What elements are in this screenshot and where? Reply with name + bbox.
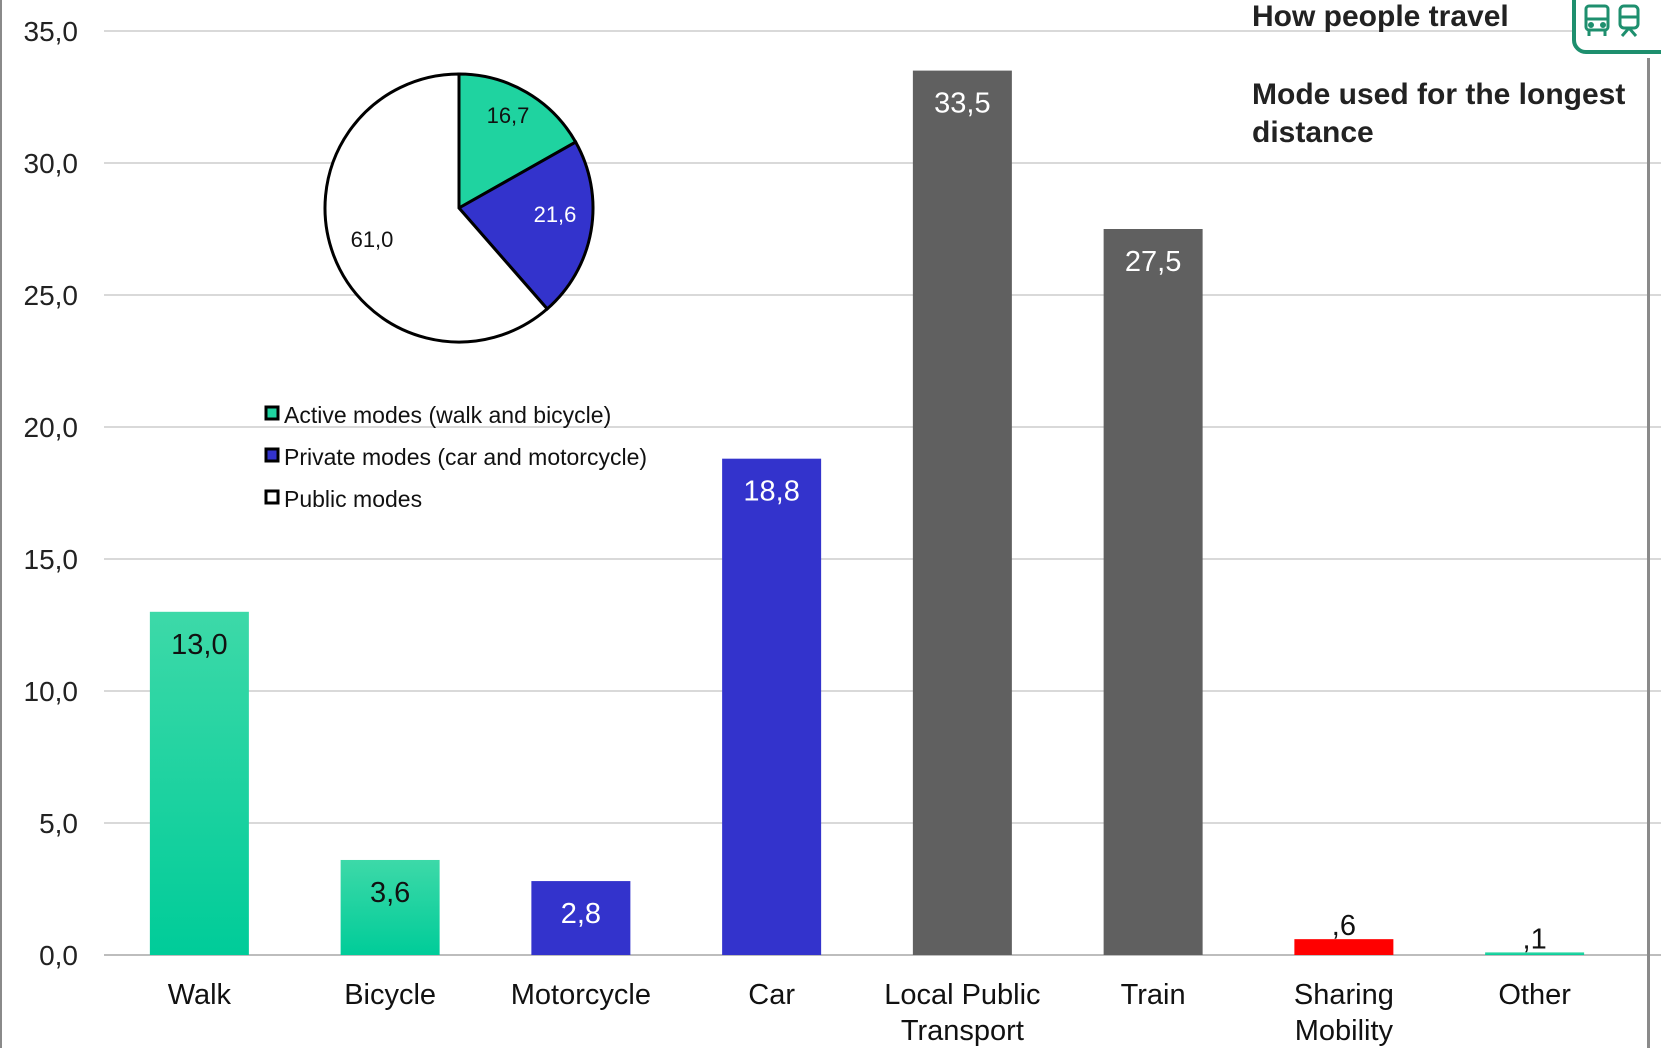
y-tick-label: 15,0 (24, 544, 79, 575)
chart-subtitle: Mode used for the longest distance (1252, 78, 1626, 149)
bar (149, 611, 249, 955)
bar (340, 859, 440, 955)
pie-slice (457, 72, 578, 211)
y-tick-label: 10,0 (24, 676, 79, 707)
pie-slice-label: 61,0 (351, 227, 394, 252)
train-icon (1618, 4, 1640, 37)
bar-value-label: 33,5 (934, 88, 990, 120)
transport-badge (1572, 0, 1661, 54)
x-tick-label: Local Public Transport (884, 979, 1040, 1047)
bar-value-label: 27,5 (1125, 246, 1181, 278)
y-tick-label: 30,0 (24, 148, 79, 179)
y-tick-label: 20,0 (24, 412, 79, 443)
bar (912, 70, 1012, 956)
bar (1485, 952, 1585, 955)
x-tick-label: Car (748, 979, 795, 1011)
x-tick-label: Other (1498, 979, 1571, 1011)
bar (722, 458, 822, 955)
legend-swatch (264, 447, 280, 463)
bar-value-label: 2,8 (561, 898, 601, 930)
legend-label: Active modes (walk and bicycle) (284, 402, 611, 428)
x-tick-label: Motorcycle (511, 979, 651, 1011)
x-tick-label: Bicycle (344, 979, 436, 1011)
bar (1103, 229, 1203, 955)
bar-value-label: 3,6 (370, 877, 410, 909)
y-tick-label: 35,0 (24, 16, 79, 47)
bar (531, 881, 631, 955)
x-tick-label: Sharing Mobility (1294, 979, 1394, 1047)
frame-border (1647, 58, 1650, 1048)
pie-slice-label: 16,7 (487, 103, 530, 128)
bus-icon (1584, 4, 1610, 36)
y-tick-label: 5,0 (39, 808, 78, 839)
bar-value-label: ,6 (1332, 910, 1356, 942)
bar-value-label: ,1 (1523, 923, 1547, 955)
legend-swatch (264, 405, 280, 421)
pie-slice (456, 140, 595, 312)
bar-value-label: 13,0 (171, 629, 227, 661)
y-tick-label: 25,0 (24, 280, 79, 311)
y-tick-label: 0,0 (39, 940, 78, 971)
pie-slice-label: 21,6 (534, 202, 577, 227)
bar-value-label: 18,8 (743, 476, 799, 508)
x-tick-label: Walk (168, 979, 232, 1011)
pie-slice (323, 72, 550, 344)
legend-swatch (264, 489, 280, 505)
bar (1294, 939, 1394, 955)
x-tick-label: Train (1121, 979, 1186, 1011)
chart-title: How people travel (1252, 0, 1509, 33)
legend-label: Public modes (284, 486, 422, 512)
legend-label: Private modes (car and motorcycle) (284, 444, 647, 470)
